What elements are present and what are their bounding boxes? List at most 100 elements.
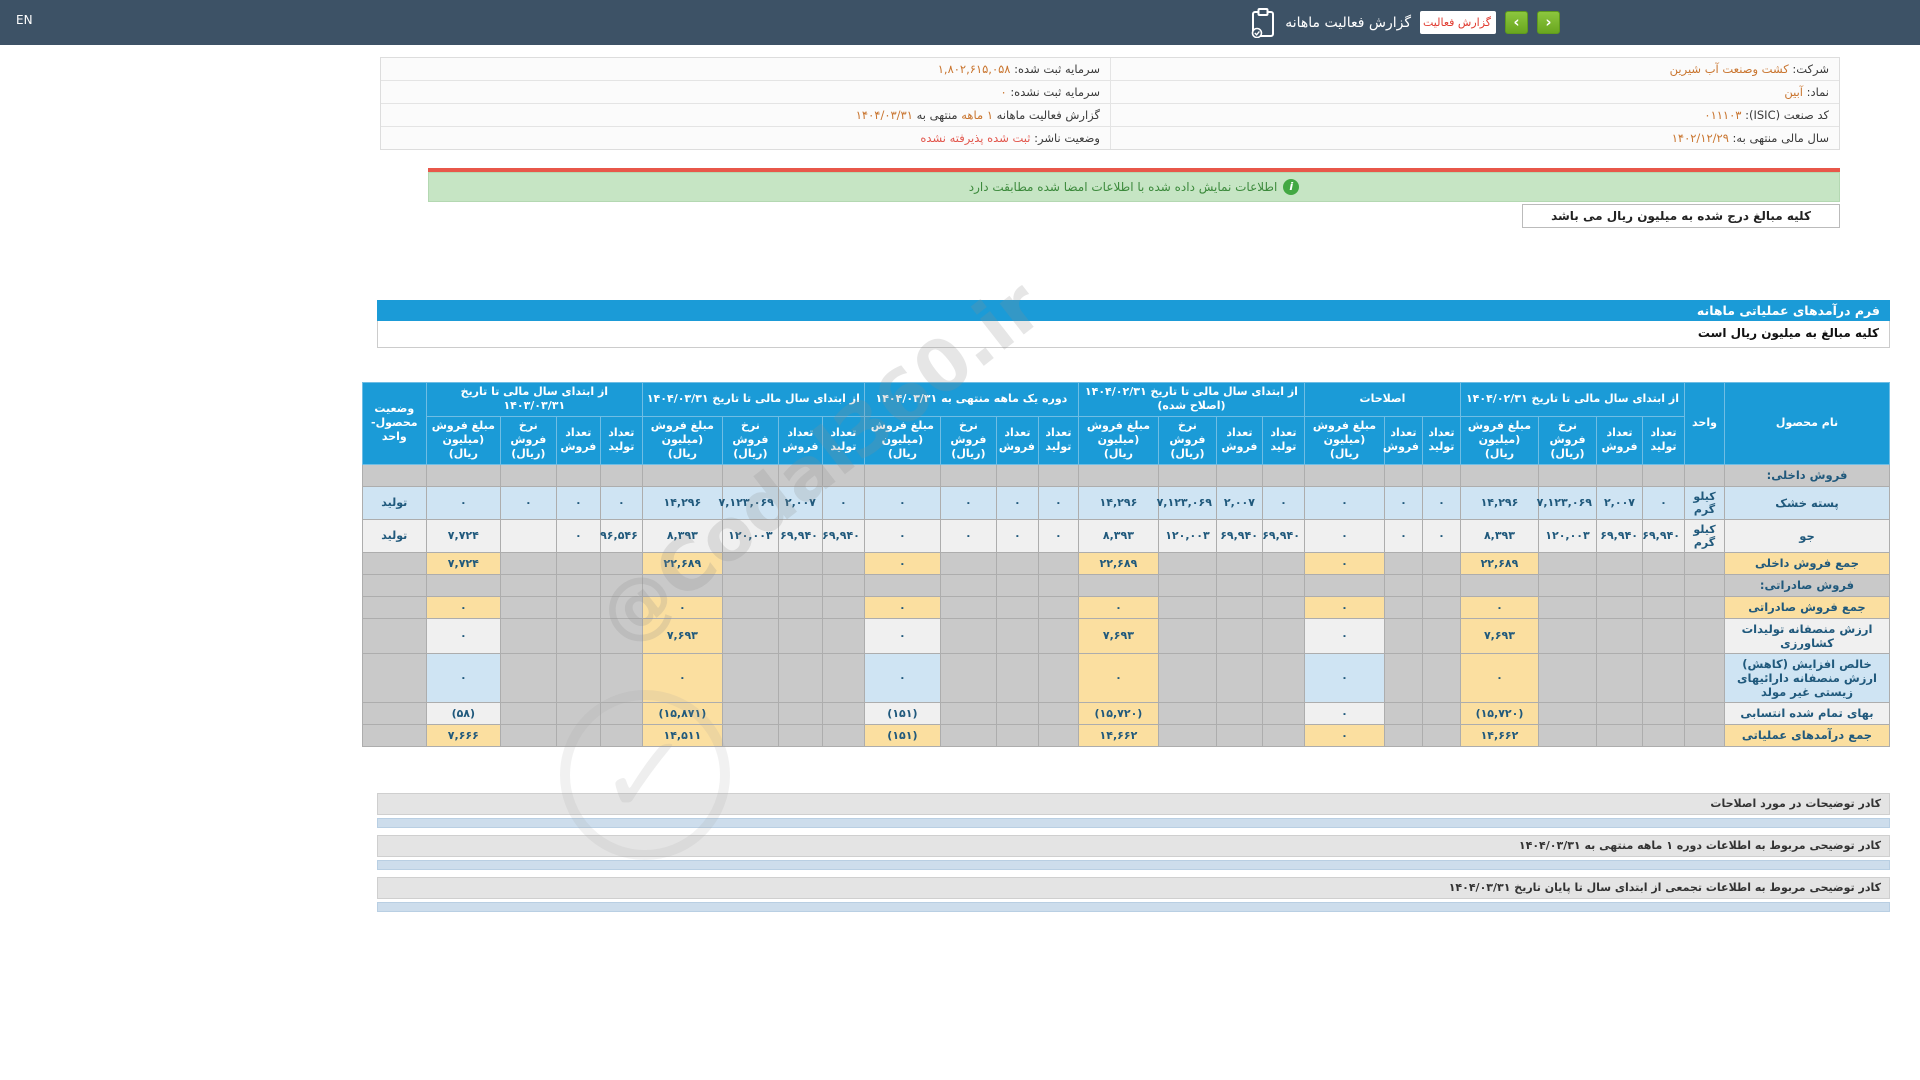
empty-cell [1261, 652, 1305, 703]
sub-column-header: تعداد فروش [1596, 415, 1643, 465]
publisher-status-label: وضعیت ناشر: [1034, 131, 1100, 145]
status-cell [361, 595, 427, 619]
unregistered-capital-label: سرمایه ثبت نشده: [1010, 85, 1100, 99]
empty-cell [555, 701, 601, 725]
value-cell: ۰ [599, 485, 643, 520]
empty-cell [939, 463, 997, 487]
empty-cell [995, 723, 1039, 747]
empty-cell [1538, 701, 1597, 725]
amount-cell: ۰ [863, 617, 941, 654]
empty-cell [1261, 463, 1305, 487]
operational-income-table: نام محصول واحد از ابتدای سال مالی تا تاریخ… [361, 382, 1890, 747]
amount-cell: ۰ [1303, 595, 1385, 619]
amount-cell: ۰ [1459, 595, 1540, 619]
sub-column-header: نرخ فروش (ریال) [721, 415, 779, 465]
summary-name-cell: جمع فروش صادراتی [1724, 595, 1890, 619]
empty-cell [721, 595, 779, 619]
value-cell: ۰ [1037, 485, 1079, 520]
empty-cell [995, 551, 1039, 575]
empty-cell [555, 723, 601, 747]
status-cell [361, 617, 427, 654]
isic-code-label: کد صنعت (ISIC): [1745, 108, 1829, 122]
value-cell: ۰ [1383, 518, 1423, 553]
company-info-row: سال مالی منتهی به: ۱۴۰۲/۱۲/۲۹ وضعیت ناشر… [381, 127, 1839, 149]
empty-cell [599, 595, 643, 619]
value-cell: ۰ [1261, 485, 1305, 520]
previous-report-button[interactable]: ‹ [1537, 11, 1560, 34]
empty-cell [995, 701, 1039, 725]
empty-cell [1383, 652, 1423, 703]
empty-cell [995, 573, 1039, 597]
empty-cell [1157, 595, 1217, 619]
empty-cell [1642, 617, 1685, 654]
empty-cell [1157, 652, 1217, 703]
publisher-status-value: ثبت شده پذیرفته نشده [920, 131, 1031, 145]
empty-cell [555, 617, 601, 654]
empty-cell [821, 595, 865, 619]
empty-cell [777, 723, 823, 747]
amount-cell: ۱۴,۶۶۲ [1077, 723, 1159, 747]
amount-cell: ۱۴,۶۶۲ [1459, 723, 1540, 747]
empty-cell [777, 652, 823, 703]
empty-cell [555, 463, 601, 487]
empty-cell [1383, 723, 1423, 747]
symbol-label: نماد: [1806, 85, 1829, 99]
empty-cell [721, 617, 779, 654]
fiscal-year-label: سال مالی منتهی به: [1732, 131, 1829, 145]
empty-cell [361, 573, 427, 597]
value-cell: ۰ [555, 485, 601, 520]
value-cell: ۰ [1421, 485, 1461, 520]
empty-cell [939, 551, 997, 575]
sub-column-header: تعداد تولید [1642, 415, 1685, 465]
status-cell [361, 723, 427, 747]
next-report-button[interactable]: › [1505, 11, 1528, 34]
value-cell: ۸,۳۹۳ [1077, 518, 1159, 553]
amount-cell: ۷,۶۶۶ [425, 723, 501, 747]
topbar-cluster: گزارش فعالیت ماهانه گزارش فعالیت م ▼ › ‹ [1250, 0, 1560, 45]
report-type-dropdown[interactable]: گزارش فعالیت م ▼ [1420, 11, 1496, 34]
empty-cell [555, 551, 601, 575]
empty-cell [1642, 652, 1685, 703]
amount-cell: ۰ [1303, 617, 1385, 654]
company-info-row: شرکت: کشت وصنعت آب شیرین سرمایه ثبت شده:… [381, 58, 1839, 81]
value-cell: ۰ [1383, 485, 1423, 520]
empty-cell [425, 573, 501, 597]
value-cell: ۷,۷۲۴ [425, 518, 501, 553]
empty-cell [599, 723, 643, 747]
empty-cell [1037, 595, 1079, 619]
signature-match-text: اطلاعات نمایش داده شده با اطلاعات امضا ش… [968, 180, 1278, 194]
value-cell: ۷,۱۲۳,۰۶۹ [1157, 485, 1217, 520]
isic-code-value: ۰۱۱۱۰۳ [1704, 108, 1742, 122]
empty-cell [641, 573, 723, 597]
amount-cell: ۷,۷۲۴ [425, 551, 501, 575]
empty-cell [1261, 723, 1305, 747]
section-name-cell: فروش صادراتی: [1724, 573, 1890, 597]
empty-cell [1642, 551, 1685, 575]
empty-cell [1215, 701, 1263, 725]
page-title: گزارش فعالیت ماهانه [1285, 14, 1411, 31]
empty-cell [939, 573, 997, 597]
value-cell: ۱۲۰,۰۰۳ [721, 518, 779, 553]
empty-cell [1421, 551, 1461, 575]
signature-match-banner: i اطلاعات نمایش داده شده با اطلاعات امضا… [428, 172, 1840, 202]
empty-cell [1077, 463, 1159, 487]
report-type-dropdown-value: گزارش فعالیت م [1420, 16, 1491, 29]
empty-cell [1383, 617, 1423, 654]
unit-cell [1684, 595, 1725, 619]
sub-column-header: تعداد تولید [1421, 415, 1461, 465]
empty-cell [1383, 701, 1423, 725]
amount-cell: (۱۵۱) [863, 723, 941, 747]
sub-column-header: نرخ فروش (ریال) [1538, 415, 1597, 465]
empty-cell [995, 595, 1039, 619]
empty-cell [599, 551, 643, 575]
language-switch-link[interactable]: EN [16, 13, 33, 27]
value-cell [499, 518, 557, 553]
empty-cell [1421, 595, 1461, 619]
report-period-label: گزارش فعالیت ماهانه [996, 108, 1100, 122]
amount-cell: ۰ [1077, 652, 1159, 703]
amount-cell: ۷,۶۹۳ [641, 617, 723, 654]
empty-cell [1037, 701, 1079, 725]
value-cell: ۱۲۰,۰۰۳ [1538, 518, 1597, 553]
value-cell: ۲,۰۰۷ [1215, 485, 1263, 520]
value-cell: ۰ [995, 485, 1039, 520]
